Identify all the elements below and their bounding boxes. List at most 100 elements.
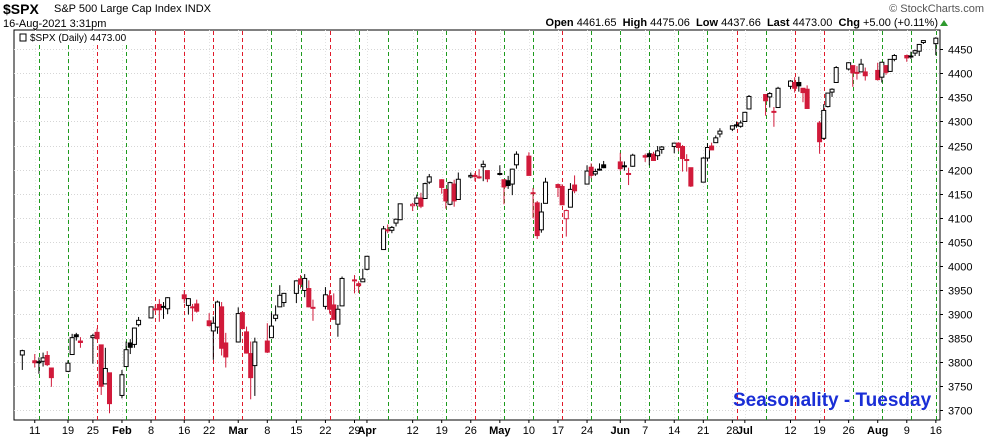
candle-body bbox=[671, 142, 677, 148]
candle-body bbox=[596, 168, 602, 171]
x-tick-label: 22 bbox=[319, 425, 331, 437]
candle-body bbox=[792, 81, 798, 89]
x-tick-label: 25 bbox=[87, 425, 99, 437]
candle-body bbox=[825, 92, 831, 108]
candle-body bbox=[44, 354, 50, 366]
x-tick-label: 11 bbox=[29, 425, 40, 437]
candle-body bbox=[389, 226, 395, 231]
x-tick-label: 14 bbox=[668, 425, 680, 437]
x-tick-label: 12 bbox=[784, 425, 796, 437]
candle-body bbox=[364, 255, 370, 270]
open-label: Open bbox=[545, 17, 574, 29]
candle-body bbox=[443, 188, 449, 202]
candle-body bbox=[555, 184, 561, 188]
candle-body bbox=[418, 197, 424, 207]
candle-body bbox=[281, 292, 287, 304]
candle-body bbox=[775, 87, 781, 109]
candle-body bbox=[476, 176, 482, 179]
candle-body bbox=[414, 197, 420, 204]
candle-body bbox=[335, 308, 341, 325]
candle-body bbox=[513, 153, 519, 166]
change-value: +5.00 (+0.11%) bbox=[862, 17, 938, 29]
candle-body bbox=[339, 277, 345, 307]
candle-body bbox=[277, 294, 283, 308]
candle-body bbox=[592, 171, 598, 175]
x-tick-label: 22 bbox=[203, 425, 215, 437]
candle-body bbox=[713, 137, 719, 144]
candle-body bbox=[584, 170, 590, 185]
candle-body bbox=[393, 218, 399, 224]
candle-body bbox=[567, 188, 573, 208]
candle-body bbox=[206, 320, 212, 327]
y-tick-label: 4100 bbox=[948, 214, 972, 226]
candle-body bbox=[534, 202, 540, 237]
candle-body bbox=[655, 150, 661, 157]
x-tick-label: 19 bbox=[62, 425, 74, 437]
candle-body bbox=[136, 319, 142, 326]
candle-body bbox=[659, 146, 665, 150]
legend-label: $SPX (Daily) 4473.00 bbox=[30, 33, 127, 44]
candle-body bbox=[210, 322, 216, 332]
candle-body bbox=[833, 67, 839, 83]
y-tick-label: 4000 bbox=[948, 262, 972, 274]
candle-body bbox=[306, 288, 312, 308]
candle-body bbox=[646, 153, 652, 158]
candle-body bbox=[426, 176, 432, 183]
candle-body bbox=[77, 340, 83, 343]
candle-body bbox=[850, 65, 856, 74]
ohlc-readout: Open 4461.65 High 4475.06 Low 4437.66 La… bbox=[546, 17, 938, 29]
y-tick-label: 4400 bbox=[948, 69, 972, 81]
candle-body bbox=[796, 81, 802, 87]
candle-body bbox=[160, 305, 166, 308]
exchange-text: INDX bbox=[184, 3, 211, 15]
candle-body bbox=[119, 374, 125, 396]
candle-body bbox=[829, 88, 835, 93]
candle-body bbox=[36, 361, 42, 364]
candle-body bbox=[131, 327, 137, 345]
candle-body bbox=[788, 80, 794, 87]
open-value: 4461.65 bbox=[576, 17, 617, 29]
x-tick-label: 16 bbox=[178, 425, 190, 437]
candle-body bbox=[123, 349, 129, 368]
x-tick-label: 24 bbox=[581, 425, 593, 437]
candle-body bbox=[194, 303, 200, 312]
candle-body bbox=[700, 157, 706, 183]
x-tick-label: 28 bbox=[726, 425, 738, 437]
candle-body bbox=[447, 182, 453, 205]
symbol-description: S&P 500 Large Cap Index INDX bbox=[54, 3, 211, 15]
candle-body bbox=[439, 179, 445, 188]
y-tick-label: 4050 bbox=[948, 238, 972, 250]
y-tick-label: 3800 bbox=[948, 358, 972, 370]
x-tick-label: Jun bbox=[610, 425, 630, 437]
candle-body bbox=[601, 164, 607, 169]
x-tick-label: Mar bbox=[228, 425, 248, 437]
brand-watermark: © StockCharts.com bbox=[889, 3, 984, 15]
candle-body bbox=[293, 280, 299, 294]
candle-body bbox=[538, 211, 544, 231]
x-tick-label: Apr bbox=[357, 425, 377, 437]
candle-body bbox=[385, 229, 391, 232]
candle-body bbox=[472, 174, 478, 177]
candle-body bbox=[763, 94, 769, 102]
candle-body bbox=[530, 192, 536, 195]
ticker-symbol: $SPX bbox=[3, 1, 39, 17]
last-value: 4473.00 bbox=[792, 17, 833, 29]
candle-body bbox=[244, 331, 250, 354]
candle-body bbox=[854, 71, 860, 74]
description-text: S&P 500 Large Cap Index bbox=[54, 3, 182, 15]
x-tick-label: 8 bbox=[148, 425, 154, 437]
y-tick-label: 3850 bbox=[948, 334, 972, 346]
x-tick-label: Aug bbox=[867, 425, 888, 437]
candle-body bbox=[630, 154, 636, 167]
candle-body bbox=[235, 313, 241, 343]
candle-body bbox=[729, 125, 735, 130]
candle-body bbox=[879, 61, 885, 78]
y-tick-label: 4250 bbox=[948, 142, 972, 154]
y-tick-label: 4200 bbox=[948, 166, 972, 178]
candle-body bbox=[468, 174, 474, 178]
candle-body bbox=[771, 110, 777, 113]
candle-body bbox=[563, 210, 569, 220]
candle-body bbox=[327, 295, 333, 310]
candle-body bbox=[891, 55, 897, 60]
